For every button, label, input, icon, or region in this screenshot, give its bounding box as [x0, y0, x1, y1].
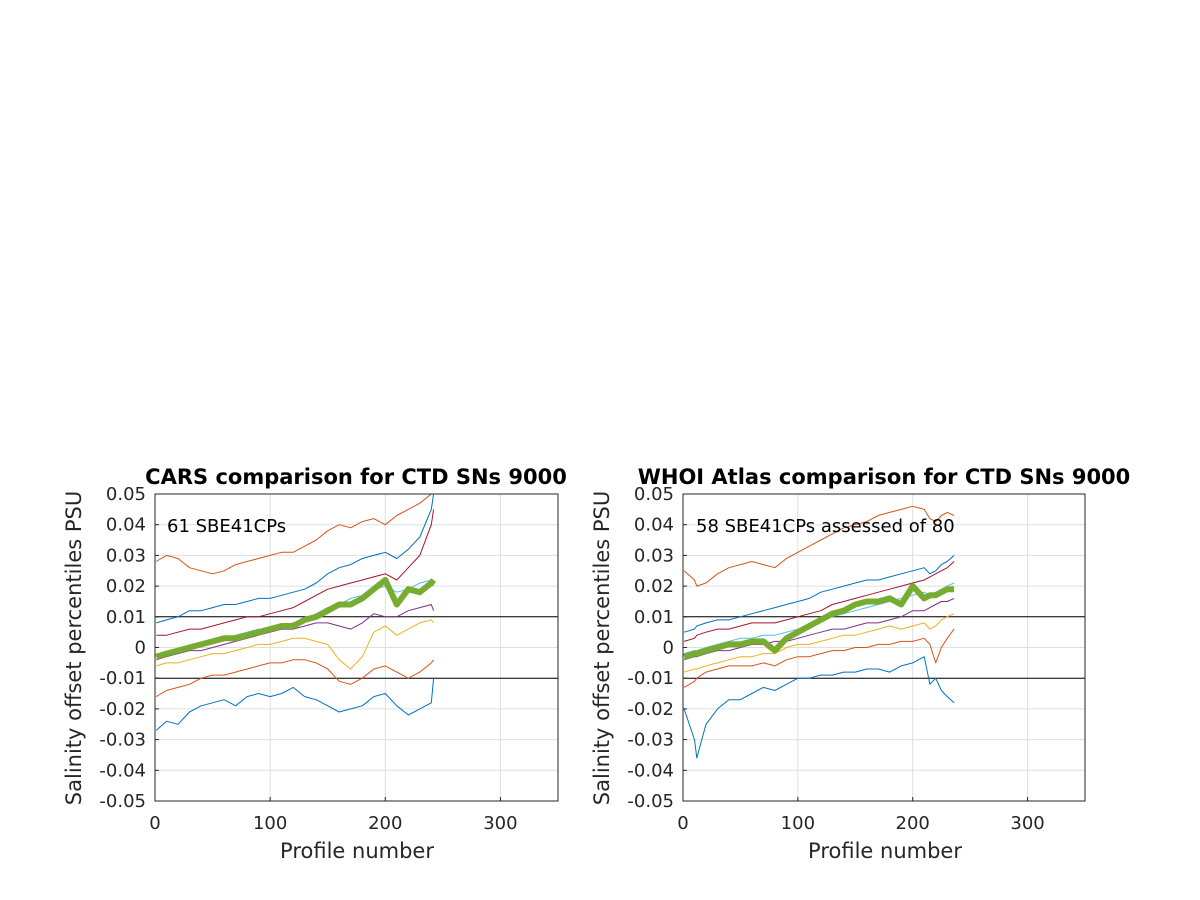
- median-series-line: [155, 577, 436, 660]
- y-tick-label: -0.04: [627, 760, 674, 781]
- y-tick-label: 0.02: [106, 576, 146, 597]
- y-tick-label: -0.02: [99, 699, 146, 720]
- y-tick-label: -0.01: [99, 668, 146, 689]
- y-tick-label: 0.02: [634, 576, 674, 597]
- x-tick-label: 100: [781, 813, 815, 834]
- y-tick-label: 0: [135, 638, 146, 659]
- annotation-label: 58 SBE41CPs assessed of 80: [696, 516, 955, 537]
- percentile-series-line: [156, 604, 435, 661]
- percentile-series-line: [155, 678, 435, 731]
- y-tick-label: 0.04: [106, 515, 146, 536]
- series-group: [683, 505, 955, 759]
- percentile-series-line: [683, 613, 955, 673]
- x-axis-label: Profile number: [808, 839, 962, 863]
- ticks: 0 100 200 300 -0.05 -0.04 -0.03 -0.02 -0.01 0 0.01…: [99, 484, 517, 834]
- y-axis-label: Salinity offset percentiles PSU: [62, 491, 86, 805]
- percentile-series-line: [155, 494, 434, 575]
- y-tick-label: 0.03: [634, 545, 674, 566]
- reference-lines: [155, 616, 558, 679]
- x-tick-label: 0: [677, 813, 688, 834]
- x-tick-label: 300: [483, 813, 517, 834]
- percentile-series-line: [683, 628, 955, 688]
- y-tick-label: 0.03: [106, 545, 146, 566]
- x-tick-label: 100: [253, 813, 287, 834]
- percentile-series-line: [156, 619, 434, 670]
- y-tick-label: 0.05: [634, 484, 674, 505]
- percentile-series-line: [683, 561, 955, 642]
- y-tick-label: -0.01: [627, 668, 674, 689]
- percentile-series-line: [683, 505, 955, 587]
- x-tick-label: 200: [368, 813, 402, 834]
- percentile-series-line: [683, 555, 955, 633]
- chart-title: WHOI Atlas comparison for CTD SNs 9000: [638, 465, 1131, 489]
- y-tick-label: -0.03: [99, 730, 146, 751]
- y-tick-label: -0.05: [627, 791, 674, 812]
- x-tick-label: 300: [1010, 813, 1044, 834]
- chart-cars-comparison: 0 100 200 300 -0.05 -0.04 -0.03 -0.02 -0.01 0 0.01…: [62, 465, 567, 863]
- x-axis-label: Profile number: [280, 839, 434, 863]
- chart-title: CARS comparison for CTD SNs 9000: [145, 465, 567, 489]
- chart-whoi-atlas-comparison: 0 100 200 300 -0.05 -0.04 -0.03 -0.02 -0.01 0 0.01…: [590, 465, 1130, 863]
- percentile-series-line: [683, 597, 955, 661]
- annotation-label: 61 SBE41CPs: [167, 516, 286, 537]
- y-axis-label: Salinity offset percentiles PSU: [590, 491, 614, 805]
- percentile-series-line: [156, 509, 435, 636]
- series-group: [155, 494, 436, 731]
- y-tick-label: -0.02: [627, 699, 674, 720]
- x-tick-label: 200: [896, 813, 930, 834]
- ticks: 0 100 200 300 -0.05 -0.04 -0.03 -0.02 -0.01 0 0.01…: [627, 484, 1044, 834]
- y-tick-label: -0.03: [627, 730, 674, 751]
- percentile-series-line: [155, 659, 435, 698]
- y-tick-label: 0.04: [634, 515, 674, 536]
- y-tick-label: 0.01: [106, 607, 146, 628]
- y-tick-label: -0.04: [99, 760, 146, 781]
- y-tick-label: 0: [663, 638, 674, 659]
- x-tick-label: 0: [149, 813, 160, 834]
- median-series-line: [683, 583, 955, 660]
- percentile-series-line: [683, 656, 955, 759]
- reference-lines: [683, 616, 1085, 679]
- y-tick-label: 0.05: [106, 484, 146, 505]
- percentile-series-line: [156, 494, 435, 624]
- y-tick-label: -0.05: [99, 791, 146, 812]
- y-tick-label: 0.01: [634, 607, 674, 628]
